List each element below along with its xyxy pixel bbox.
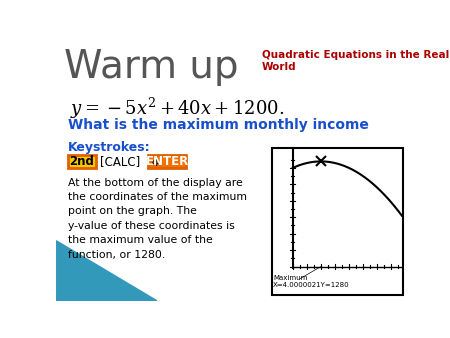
Text: Quadratic Equations in the Real
World: Quadratic Equations in the Real World xyxy=(261,50,449,72)
Bar xyxy=(272,148,404,295)
Text: Warm up: Warm up xyxy=(64,48,238,86)
Bar xyxy=(68,154,96,168)
Text: At the bottom of the display are
the coordinates of the maximum
point on the gra: At the bottom of the display are the coo… xyxy=(68,178,247,260)
Text: Maximum: Maximum xyxy=(273,275,308,282)
Text: $y = -5x^2 + 40x + 1200.$: $y = -5x^2 + 40x + 1200.$ xyxy=(70,96,284,121)
Text: ENTER: ENTER xyxy=(145,155,189,168)
Text: X=4.0000021Y=1280: X=4.0000021Y=1280 xyxy=(273,282,350,288)
Polygon shape xyxy=(56,241,157,301)
Text: Keystrokes:: Keystrokes: xyxy=(68,141,150,154)
Text: 2nd: 2nd xyxy=(69,155,94,168)
Text: What is the maximum monthly income: What is the maximum monthly income xyxy=(68,118,369,131)
Text: [CALC]   4: [CALC] 4 xyxy=(99,155,159,168)
Bar xyxy=(148,154,186,168)
